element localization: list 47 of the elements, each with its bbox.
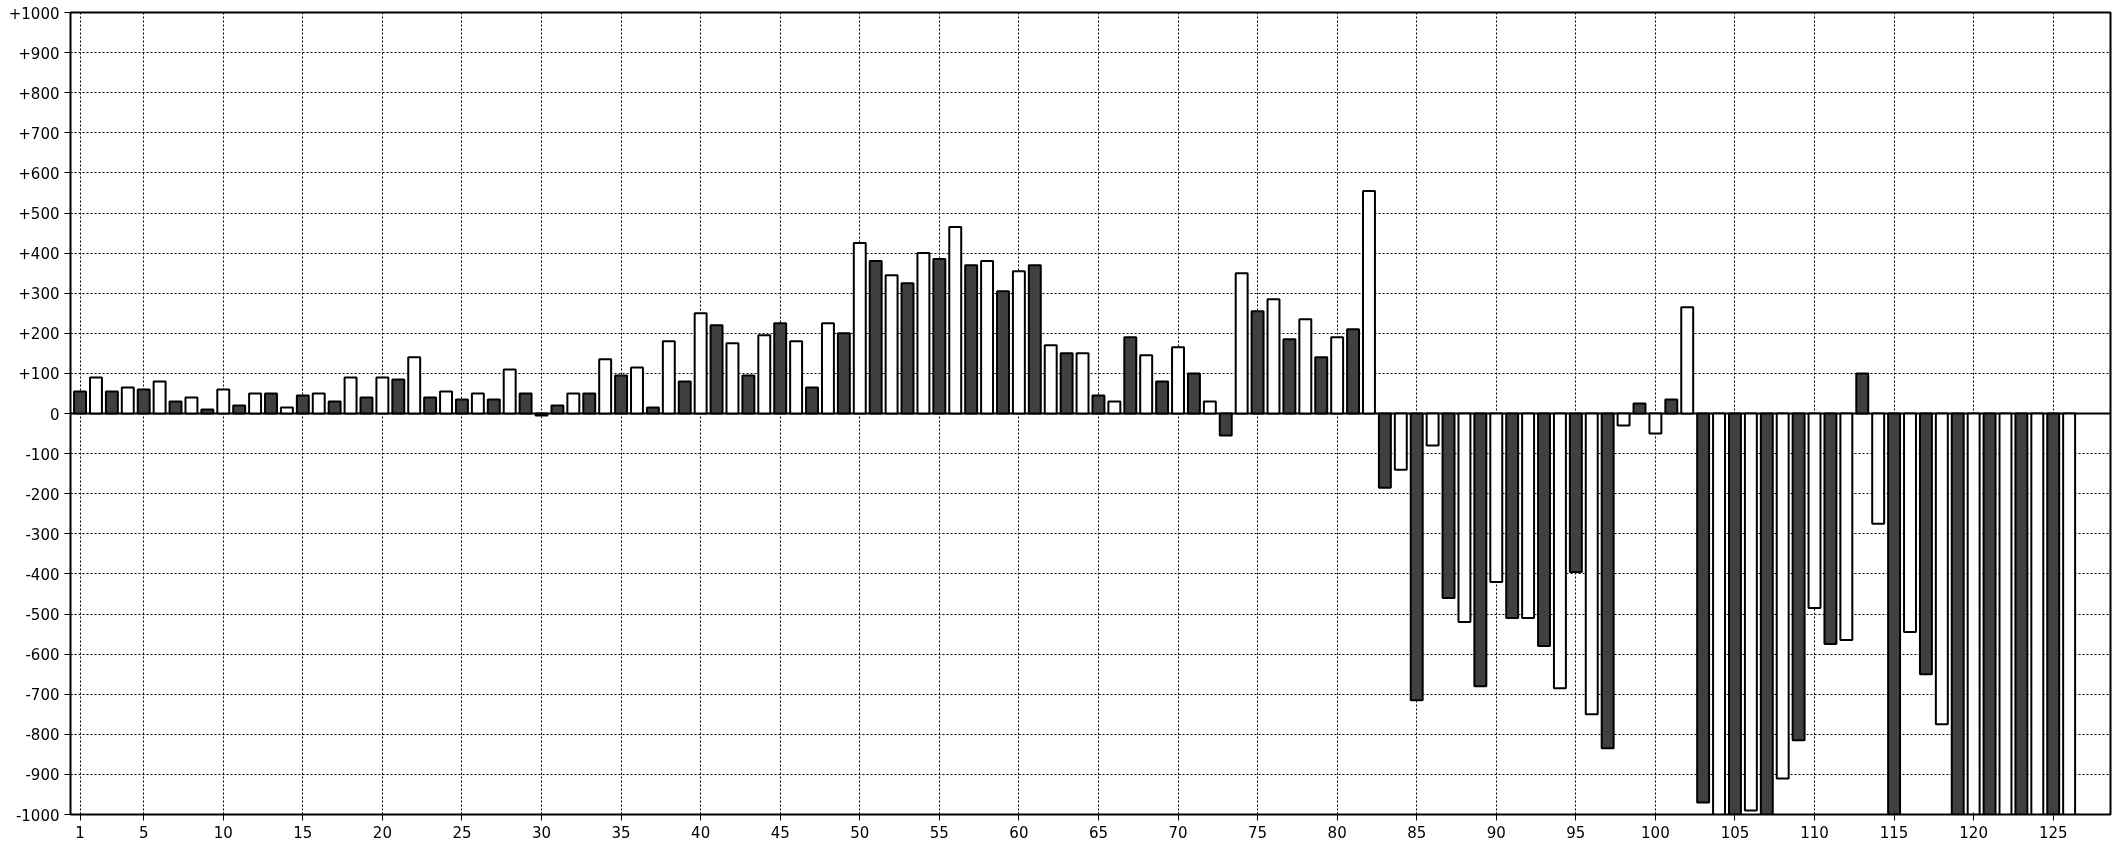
x-tick-label: 110 xyxy=(1800,823,1829,842)
x-tick-label: 10 xyxy=(213,823,233,842)
x-tick-label: 80 xyxy=(1327,823,1347,842)
x-tick-label: 90 xyxy=(1486,823,1506,842)
y-tick-label: -200 xyxy=(25,485,60,504)
y-tick-label: -600 xyxy=(25,646,60,665)
x-tick-label: 65 xyxy=(1088,823,1109,842)
x-tick-label: 25 xyxy=(452,823,472,842)
y-tick-label: +200 xyxy=(18,325,60,344)
y-tick-label: -300 xyxy=(25,525,60,544)
x-tick-label: 95 xyxy=(1566,823,1586,842)
y-tick-label: -700 xyxy=(25,686,60,705)
x-tick-label: 1 xyxy=(75,823,85,842)
x-tick-label: 105 xyxy=(1720,823,1750,842)
y-tick-label: -500 xyxy=(25,606,60,624)
x-tick-label: 20 xyxy=(372,823,392,842)
x-tick-label: 35 xyxy=(611,823,631,842)
y-tick-label: -900 xyxy=(25,766,60,785)
x-tick-label: 120 xyxy=(1959,823,1988,842)
y-tick-label: -100 xyxy=(25,445,60,464)
x-tick-label: 30 xyxy=(531,823,552,842)
x-tick-label: 125 xyxy=(2038,823,2068,842)
x-tick-label: 55 xyxy=(929,823,949,842)
x-tick-label: 75 xyxy=(1248,823,1268,842)
x-tick-label: 45 xyxy=(770,823,790,842)
y-tick-label: +100 xyxy=(18,365,60,384)
x-tick-label: 5 xyxy=(138,823,149,842)
y-tick-label: +800 xyxy=(18,84,60,103)
x-tick-label: 60 xyxy=(1009,823,1029,842)
y-tick-label: -800 xyxy=(25,726,60,745)
x-tick-label: 85 xyxy=(1407,823,1427,842)
y-tick-label: +400 xyxy=(18,245,60,264)
x-tick-label: 15 xyxy=(293,823,313,842)
x-tick-label: 100 xyxy=(1641,823,1670,842)
x-tick-label: 50 xyxy=(850,823,870,842)
y-tick-label: -1000 xyxy=(15,806,60,825)
x-tick-label: 40 xyxy=(691,823,711,842)
y-tick-label: +700 xyxy=(18,124,60,143)
y-tick-label: +300 xyxy=(18,285,60,304)
y-tick-label: +900 xyxy=(18,44,60,63)
x-tick-label: 115 xyxy=(1879,823,1909,842)
y-tick-label: -400 xyxy=(25,565,60,584)
y-tick-label: +600 xyxy=(18,164,60,183)
y-tick-label: +500 xyxy=(18,205,60,223)
y-tick-label: +1000 xyxy=(8,4,60,23)
x-tick-label: 70 xyxy=(1168,823,1188,842)
y-tick-label: 0 xyxy=(49,405,60,424)
